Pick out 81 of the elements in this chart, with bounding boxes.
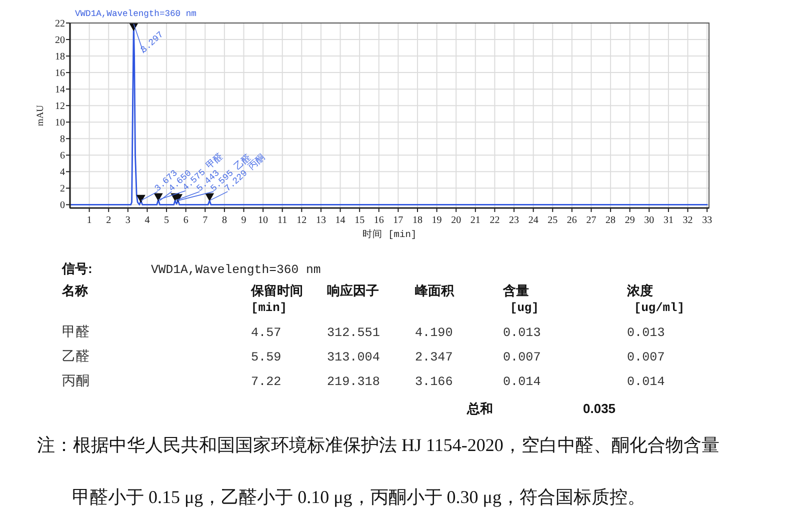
category-label: 甲醛 (62, 324, 90, 339)
data-label: 219.318 (327, 375, 380, 389)
data-label: 0.013 (627, 326, 665, 340)
x-tick-label: 8 (222, 215, 227, 226)
text: 信号: (61, 261, 92, 276)
x-tick-label: 26 (566, 215, 577, 226)
text: 注：根据中华人民共和国国家环境标准保护法 HJ 1154-2020，空白中醛、酮化合物含量 (37, 435, 720, 455)
y-tick-label: 20 (55, 35, 65, 46)
category-label: 乙醛 (62, 348, 90, 364)
data-label: 313.004 (327, 350, 380, 364)
x-tick-label: 16 (374, 215, 384, 226)
chart-title: VWD1A,Wavelength=360 nm (75, 9, 196, 19)
data-label: 3.166 (415, 375, 453, 389)
category-label: 丙酮 (62, 373, 90, 388)
y-tick-label: 8 (60, 134, 65, 146)
x-tick-label: 12 (296, 215, 307, 226)
point (154, 193, 163, 202)
y-tick-label: 0 (60, 200, 65, 212)
x-tick-label: 6 (183, 215, 188, 226)
data-label: 0.007 (627, 350, 665, 364)
x-tick-label: 27 (586, 215, 596, 226)
data-label: 0.014 (503, 375, 541, 389)
y-tick-label: 12 (55, 101, 65, 112)
x-tick-label: 10 (258, 215, 268, 226)
y-tick-label: 4 (60, 167, 65, 178)
point (205, 193, 214, 202)
text: 响应因子 (327, 283, 379, 298)
x-tick-label: 22 (490, 215, 500, 226)
text: 0.035 (583, 401, 616, 416)
x-tick-label: 1 (86, 215, 92, 226)
x-tick-label: 23 (509, 215, 520, 226)
y-tick-label: 14 (55, 84, 65, 96)
x-tick-label: 17 (393, 215, 404, 226)
text: 保留时间 [min] (250, 283, 303, 315)
x-tick-label: 5 (164, 215, 170, 226)
x-tick-label: 19 (432, 215, 442, 226)
x-tick-label: 32 (682, 215, 693, 226)
data-label: 0.007 (503, 350, 541, 364)
data-label: 7.22 (251, 375, 282, 389)
data-label: 0.014 (627, 375, 665, 389)
text: 总和 (466, 401, 493, 416)
data-label: 5.59 (251, 350, 282, 364)
x-tick-label: 15 (354, 215, 365, 226)
text: VWD1A,Wavelength=360 nm (151, 263, 321, 277)
point (136, 194, 146, 203)
y-tick-label: 10 (55, 118, 65, 129)
x-tick-label: 24 (528, 215, 538, 226)
x-tick-label: 4 (144, 215, 150, 226)
x-tick-label: 9 (241, 215, 246, 226)
x-tick-label: 20 (451, 215, 462, 226)
x-tick-label: 31 (663, 215, 674, 226)
text: 峰面积 (415, 283, 455, 298)
text: 名称 (61, 283, 89, 298)
y-tick-label: 16 (55, 68, 65, 80)
y-tick-label: 6 (60, 150, 65, 162)
y-tick-label: 22 (55, 18, 65, 30)
x-tick-label: 3 (125, 215, 130, 226)
x-tick-label: 2 (106, 215, 112, 226)
data-label: 4.190 (415, 326, 453, 340)
data-label: 0.013 (503, 326, 541, 340)
x-tick-label: 25 (548, 215, 558, 226)
text: 甲醛小于 0.15 μg，乙醛小于 0.10 μg，丙酮小于 0.30 μg，符合国标质控。 (72, 487, 646, 507)
x-tick-label: 11 (278, 215, 288, 226)
x-tick-label: 33 (702, 215, 712, 226)
x-tick-label: 30 (644, 215, 654, 226)
data-label: 2.347 (415, 350, 453, 364)
data-label: 4.57 (251, 326, 282, 340)
x-axis-title: 时间 [min] (362, 228, 417, 240)
text: 浓度 [ug/ml] (626, 283, 684, 315)
x-tick-label: 13 (316, 215, 326, 226)
text: 含量 [ug] (502, 283, 539, 315)
data-label: 312.551 (327, 326, 380, 340)
y-axis-title: mAU (36, 104, 46, 126)
x-tick-label: 14 (335, 215, 346, 226)
x-tick-label: 29 (624, 215, 635, 226)
x-tick-label: 21 (470, 215, 480, 226)
x-tick-label: 18 (412, 215, 422, 226)
y-tick-label: 2 (60, 184, 65, 195)
y-tick-label: 18 (55, 52, 65, 63)
x-tick-label: 7 (202, 215, 208, 226)
x-tick-label: 28 (606, 215, 616, 226)
